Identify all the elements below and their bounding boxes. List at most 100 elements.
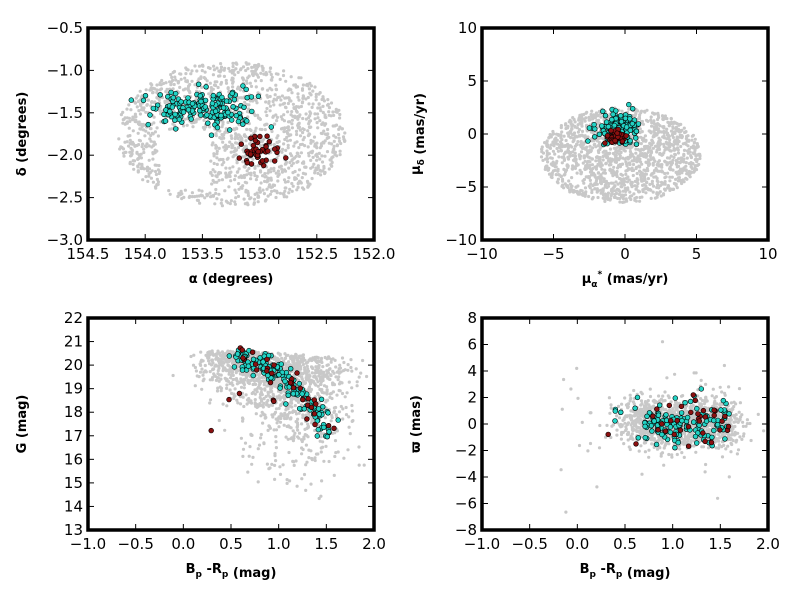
field-star xyxy=(235,398,239,402)
member-star-cyan xyxy=(189,100,196,107)
field-star xyxy=(545,141,549,145)
field-star xyxy=(233,73,237,77)
field-star xyxy=(318,439,322,443)
field-star xyxy=(323,154,327,158)
field-star xyxy=(301,100,305,104)
field-star xyxy=(224,377,228,381)
field-star xyxy=(259,79,263,83)
field-star xyxy=(698,156,702,161)
field-star xyxy=(287,450,291,455)
field-star xyxy=(306,367,310,371)
field-star xyxy=(284,106,288,110)
field-star xyxy=(324,374,328,378)
field-star xyxy=(347,380,351,384)
field-star xyxy=(643,172,648,176)
field-star xyxy=(346,368,350,372)
member-star-red xyxy=(247,151,254,157)
field-star xyxy=(557,145,562,149)
field-star xyxy=(184,72,188,76)
x-tick-label: −0.5 xyxy=(117,535,153,553)
field-star xyxy=(308,81,312,85)
field-star xyxy=(309,158,313,162)
field-star xyxy=(555,159,559,163)
member-star-red xyxy=(325,423,332,429)
field-star xyxy=(282,178,287,182)
field-star xyxy=(268,70,272,74)
field-star xyxy=(298,134,303,138)
field-star xyxy=(319,131,323,135)
field-star xyxy=(155,126,159,130)
field-star xyxy=(252,171,256,175)
field-star xyxy=(231,377,235,382)
field-star xyxy=(145,169,150,173)
field-star xyxy=(334,110,338,114)
field-star xyxy=(622,181,626,185)
field-star xyxy=(300,377,304,381)
field-star xyxy=(321,110,325,115)
field-star xyxy=(155,96,159,100)
field-star xyxy=(247,166,251,171)
field-star xyxy=(288,187,292,191)
field-star xyxy=(229,376,233,380)
field-star xyxy=(315,152,319,156)
field-star xyxy=(211,73,215,77)
field-star xyxy=(262,383,266,387)
member-star-red xyxy=(254,367,260,373)
field-star xyxy=(259,432,263,437)
field-star xyxy=(656,111,660,115)
field-star xyxy=(566,165,570,169)
field-star xyxy=(304,377,308,381)
field-star xyxy=(290,110,294,114)
field-star xyxy=(601,158,605,162)
field-star xyxy=(225,404,229,408)
field-star xyxy=(304,361,308,365)
field-star xyxy=(295,110,299,114)
field-star xyxy=(599,115,603,119)
member-star-cyan xyxy=(212,108,219,115)
field-star xyxy=(666,120,670,124)
field-star xyxy=(299,151,303,155)
field-star xyxy=(314,92,318,96)
field-star xyxy=(217,418,221,423)
field-star xyxy=(141,128,146,132)
field-star xyxy=(235,161,239,165)
member-star-cyan xyxy=(633,128,640,135)
field-star xyxy=(631,168,636,172)
field-star xyxy=(637,164,641,168)
field-star xyxy=(656,130,661,134)
field-star xyxy=(621,189,626,193)
field-star xyxy=(253,166,257,170)
field-star xyxy=(580,189,584,193)
field-star xyxy=(217,379,221,383)
field-star xyxy=(237,182,241,186)
field-star xyxy=(284,96,288,100)
field-star xyxy=(338,370,342,374)
field-star xyxy=(263,388,267,392)
field-star xyxy=(148,170,152,175)
field-star xyxy=(251,382,255,387)
x-tick-label: 152.0 xyxy=(353,245,396,263)
field-star xyxy=(170,127,174,131)
field-star xyxy=(605,156,609,160)
field-star xyxy=(669,120,674,124)
data-points xyxy=(539,101,702,204)
member-star-red xyxy=(614,130,620,136)
field-star xyxy=(566,146,571,150)
field-star xyxy=(271,183,275,187)
field-star xyxy=(685,156,689,160)
field-star xyxy=(228,202,232,206)
field-star xyxy=(559,136,563,140)
x-tick-label: −1.0 xyxy=(70,535,106,553)
field-star xyxy=(682,166,686,170)
field-star xyxy=(577,118,581,122)
field-star xyxy=(583,135,587,139)
field-star xyxy=(297,354,302,358)
field-star xyxy=(300,422,304,426)
field-star xyxy=(228,69,232,73)
field-star xyxy=(316,452,320,456)
member-star-red xyxy=(252,137,259,144)
field-star xyxy=(340,356,345,360)
field-star xyxy=(274,83,278,87)
field-star xyxy=(277,165,282,169)
